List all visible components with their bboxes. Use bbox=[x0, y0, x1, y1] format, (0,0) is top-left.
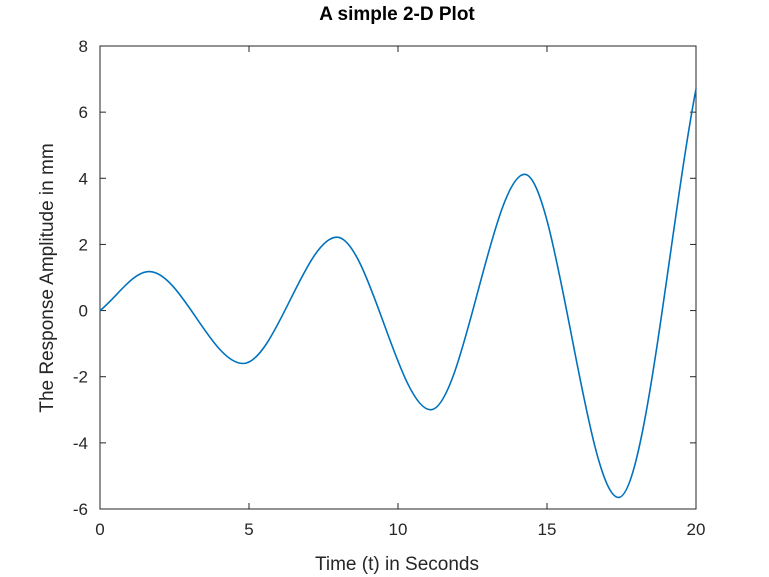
y-axis-label: The Response Amplitude in mm bbox=[37, 143, 58, 412]
y-tick-label: 2 bbox=[79, 235, 88, 254]
y-tick-label: 0 bbox=[79, 302, 88, 321]
y-tick-label: -2 bbox=[73, 368, 88, 387]
chart-title: A simple 2-D Plot bbox=[319, 4, 475, 25]
y-tick-label: -6 bbox=[73, 500, 88, 519]
plot-area: 0 5 10 15 20 -6 -4 -2 0 2 4 6 8 bbox=[73, 37, 706, 539]
x-tick-label: 15 bbox=[538, 520, 557, 539]
y-tick-label: 8 bbox=[79, 37, 88, 56]
x-tick-label: 10 bbox=[389, 520, 408, 539]
response-curve bbox=[99, 88, 697, 499]
x-axis-label: Time (t) in Seconds bbox=[315, 554, 479, 575]
y-tick-label: 6 bbox=[79, 103, 88, 122]
x-tick-label: 5 bbox=[244, 520, 253, 539]
y-tick-label: 4 bbox=[79, 169, 88, 188]
y-tick-label: -4 bbox=[73, 434, 88, 453]
x-axis-ticks: 0 5 10 15 20 bbox=[95, 46, 705, 539]
x-tick-label: 0 bbox=[95, 520, 104, 539]
x-tick-label: 20 bbox=[687, 520, 706, 539]
y-axis-ticks: -6 -4 -2 0 2 4 6 8 bbox=[73, 37, 696, 519]
